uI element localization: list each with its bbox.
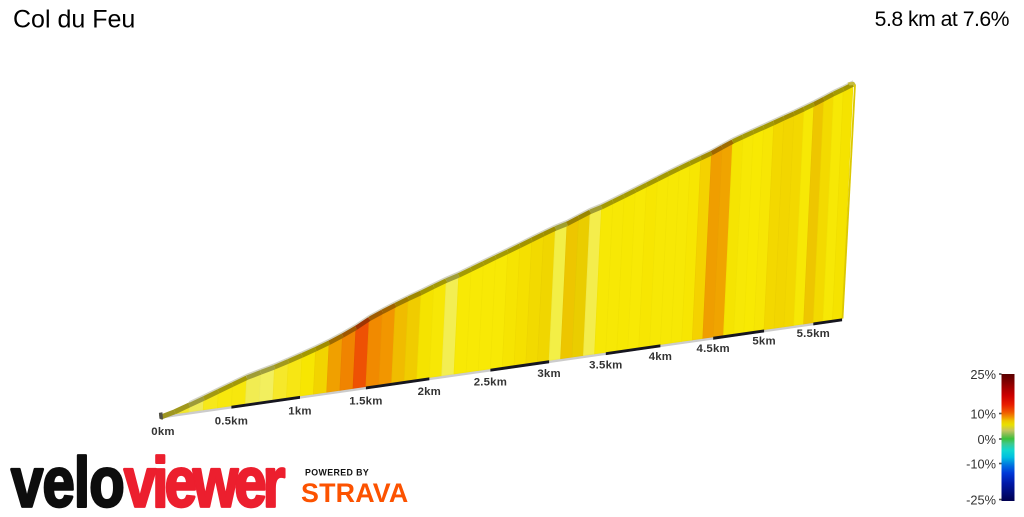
svg-text:10%: 10% <box>970 406 996 421</box>
svg-text:0km: 0km <box>151 426 174 438</box>
svg-text:5.5km: 5.5km <box>797 328 830 340</box>
svg-text:veloviewer: veloviewer <box>11 443 285 512</box>
svg-text:1km: 1km <box>288 405 311 417</box>
svg-text:0.5km: 0.5km <box>215 416 248 428</box>
svg-text:-10%: -10% <box>966 456 996 471</box>
svg-text:-25%: -25% <box>966 492 996 507</box>
svg-text:25%: 25% <box>970 367 996 382</box>
svg-text:3km: 3km <box>537 368 560 380</box>
svg-text:5.8 km at 7.6%: 5.8 km at 7.6% <box>875 8 1010 31</box>
svg-text:0%: 0% <box>978 432 997 447</box>
svg-text:4.5km: 4.5km <box>697 343 730 355</box>
svg-text:2km: 2km <box>418 386 441 398</box>
svg-text:4km: 4km <box>649 351 672 363</box>
svg-text:Col du Feu: Col du Feu <box>13 6 135 34</box>
svg-text:5km: 5km <box>752 335 775 347</box>
svg-text:1.5km: 1.5km <box>349 395 382 407</box>
svg-text:3.5km: 3.5km <box>589 359 622 371</box>
svg-text:2.5km: 2.5km <box>474 377 507 389</box>
svg-text:STRAVA: STRAVA <box>301 478 408 508</box>
svg-text:POWERED BY: POWERED BY <box>305 468 369 478</box>
